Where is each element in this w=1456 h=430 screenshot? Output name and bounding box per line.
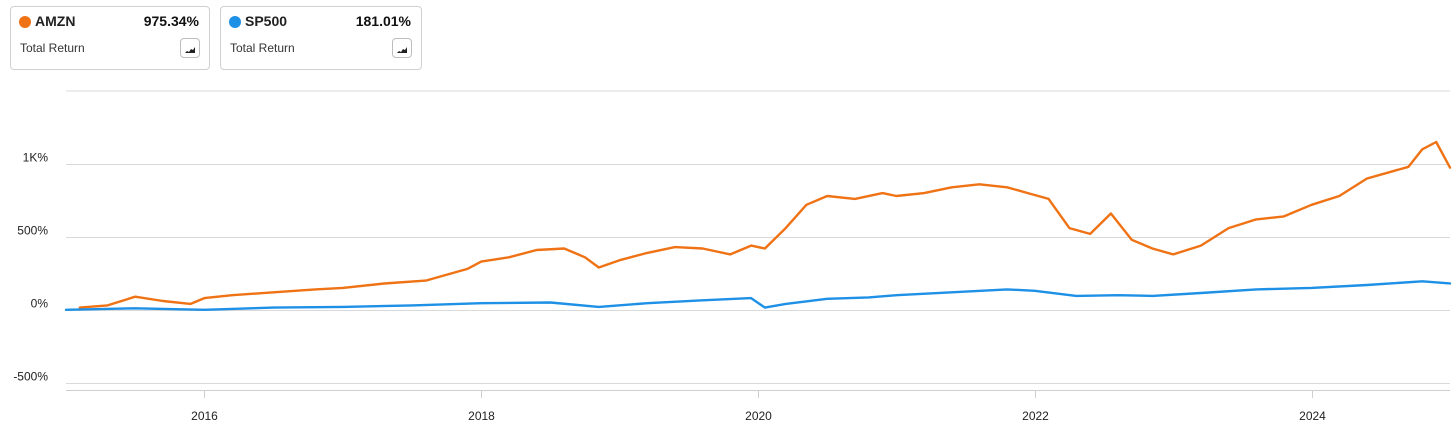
amzn-ticker: AMZN xyxy=(35,13,76,29)
amzn-color-dot xyxy=(19,16,31,28)
x-tick-label: 2016 xyxy=(191,409,218,423)
sp500-ticker: SP500 xyxy=(245,13,288,29)
x-tick-label: 2022 xyxy=(1022,409,1049,423)
legend-card-amzn: AMZN 975.34% Total Return xyxy=(10,6,210,70)
sp500-mini-chart-button[interactable] xyxy=(392,38,412,58)
y-tick-label: 0% xyxy=(31,297,49,311)
x-tick-label: 2020 xyxy=(745,409,772,423)
y-tick-label: 1K% xyxy=(23,151,49,165)
sp500-color-dot xyxy=(229,16,241,28)
series-line-amzn xyxy=(78,140,1452,309)
x-tick-label: 2024 xyxy=(1299,409,1326,423)
x-tick-label: 2018 xyxy=(468,409,495,423)
series-line-sp500 xyxy=(64,280,1452,311)
amzn-return-value: 975.34% xyxy=(143,13,199,29)
amzn-metric-label: Total Return xyxy=(20,41,85,55)
legend-card-sp500: SP500 181.01% Total Return xyxy=(220,6,422,70)
mini-chart-icon xyxy=(185,47,195,53)
amzn-mini-chart-button[interactable] xyxy=(180,38,200,58)
y-tick-label: -500% xyxy=(13,370,48,384)
y-tick-label: 500% xyxy=(17,224,48,238)
sp500-metric-label: Total Return xyxy=(230,41,295,55)
mini-chart-icon xyxy=(397,47,407,53)
sp500-return-value: 181.01% xyxy=(355,13,411,29)
